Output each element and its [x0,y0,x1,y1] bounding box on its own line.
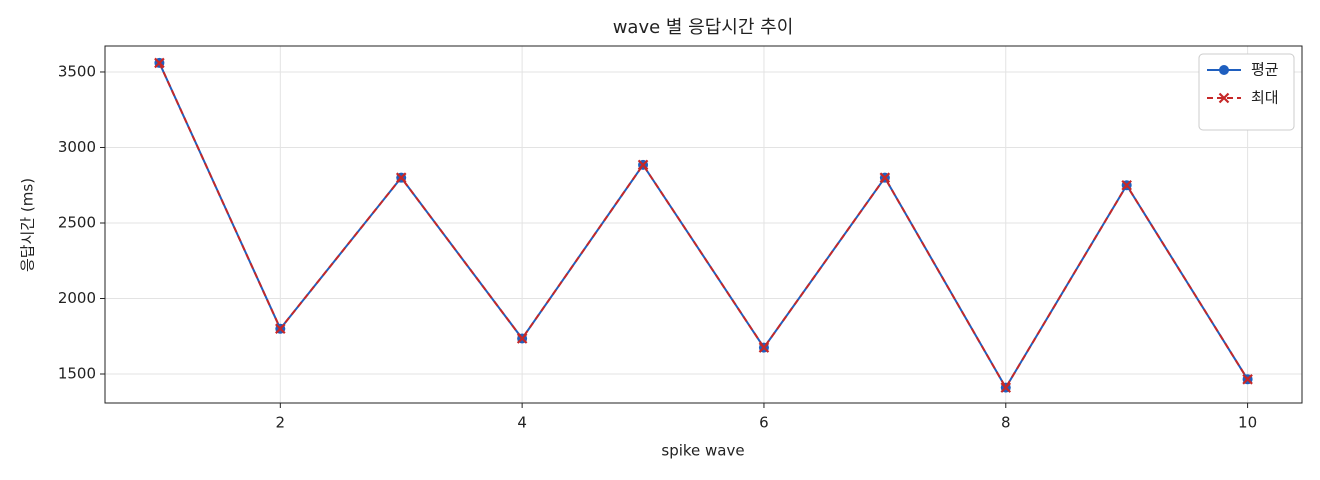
y-tick-label: 1500 [58,365,96,383]
marker [516,333,528,344]
series-line [158,62,1249,390]
marker-x [637,159,649,171]
marker-x [516,333,528,344]
marker [395,172,407,183]
legend-label: 평균 [1251,61,1279,79]
x-tick-label: 10 [1238,414,1257,432]
marker [1121,179,1132,191]
x-tick-label: 8 [1001,414,1011,432]
x-tick-label: 2 [276,414,286,432]
marker-x [154,57,165,69]
marker-x [1242,374,1253,385]
x-tick-label: 4 [517,414,527,432]
plot-frame [104,45,1303,404]
y-tick-label: 2500 [58,213,96,231]
series-line [158,62,1249,390]
marker [1000,382,1012,393]
y-tick-label: 3000 [58,138,96,156]
legend-box [1198,53,1295,131]
marker [1218,92,1230,104]
marker [1242,374,1253,385]
y-tick-label: 2000 [58,289,96,307]
y-tick-label: 3500 [58,62,96,80]
marker [154,57,165,69]
marker-x [758,342,770,353]
y-axis-label: 응답시간 (ms) [19,178,37,272]
marker [879,172,891,183]
marker [637,159,649,171]
marker [1219,65,1229,75]
marker-x [275,323,286,334]
marker-x [1121,179,1132,191]
x-tick-label: 6 [759,414,769,432]
marker-x [1218,92,1230,104]
marker-x [395,172,407,183]
marker-x [1000,382,1012,393]
marker-x [879,172,891,183]
marker [275,323,286,334]
marker [758,342,770,353]
chart-title: wave 별 응답시간 추이 [613,17,794,38]
legend-label: 최대 [1251,89,1279,107]
x-axis-label: spike wave [661,442,744,460]
